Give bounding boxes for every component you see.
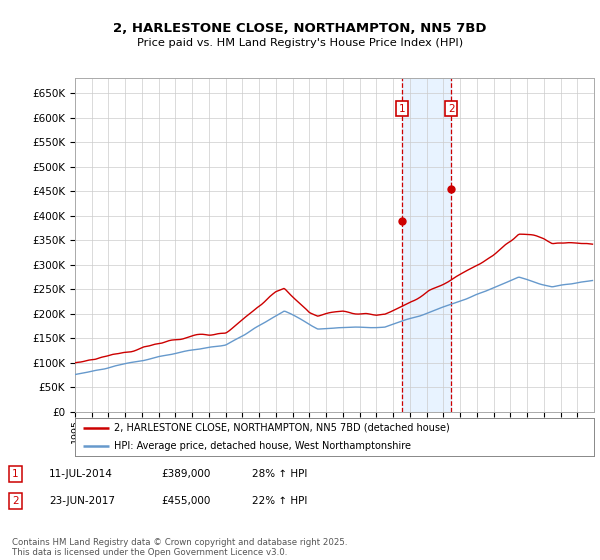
Text: 2, HARLESTONE CLOSE, NORTHAMPTON, NN5 7BD (detached house): 2, HARLESTONE CLOSE, NORTHAMPTON, NN5 7B… <box>114 423 449 433</box>
Text: £389,000: £389,000 <box>161 469 211 479</box>
Text: 23-JUN-2017: 23-JUN-2017 <box>49 496 115 506</box>
Text: 1: 1 <box>399 104 406 114</box>
Text: 22% ↑ HPI: 22% ↑ HPI <box>252 496 308 506</box>
Text: 28% ↑ HPI: 28% ↑ HPI <box>252 469 308 479</box>
Text: Price paid vs. HM Land Registry's House Price Index (HPI): Price paid vs. HM Land Registry's House … <box>137 38 463 48</box>
Text: £455,000: £455,000 <box>161 496 211 506</box>
Text: 2: 2 <box>12 496 19 506</box>
Text: HPI: Average price, detached house, West Northamptonshire: HPI: Average price, detached house, West… <box>114 441 411 451</box>
Bar <box>402 78 451 412</box>
Text: 2, HARLESTONE CLOSE, NORTHAMPTON, NN5 7BD: 2, HARLESTONE CLOSE, NORTHAMPTON, NN5 7B… <box>113 22 487 35</box>
Text: Contains HM Land Registry data © Crown copyright and database right 2025.
This d: Contains HM Land Registry data © Crown c… <box>12 538 347 557</box>
Text: 1: 1 <box>12 469 19 479</box>
Text: 2: 2 <box>448 104 455 114</box>
Text: 11-JUL-2014: 11-JUL-2014 <box>49 469 113 479</box>
